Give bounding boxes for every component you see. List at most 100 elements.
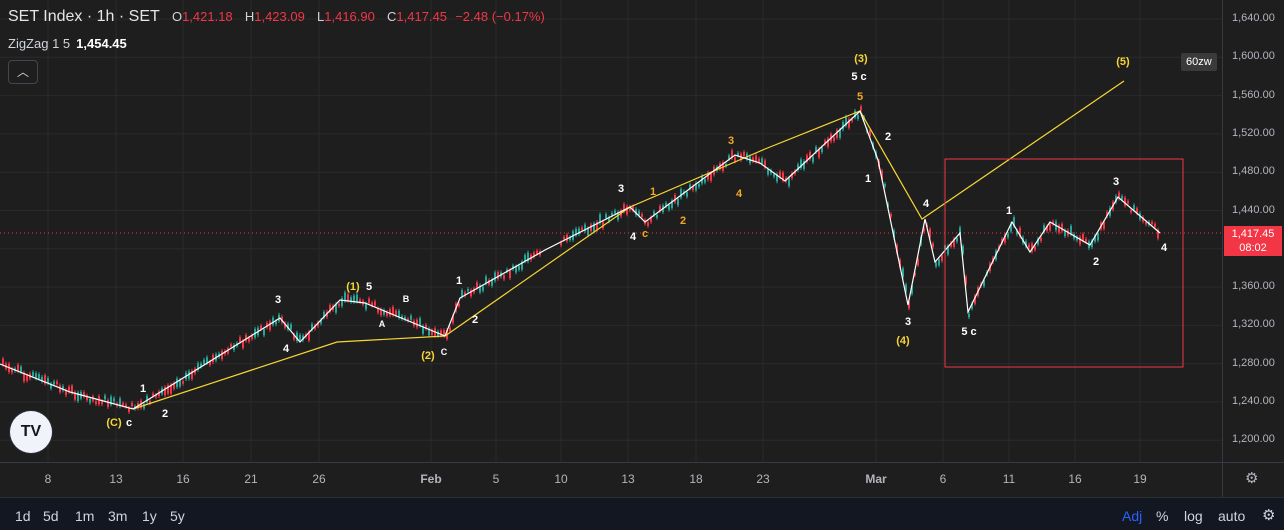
- candle: [857, 115, 859, 119]
- candle: [506, 269, 508, 272]
- adjust-toggle[interactable]: Adj: [1122, 508, 1143, 524]
- candle: [425, 324, 427, 329]
- candle: [677, 198, 679, 206]
- wave-label: 4: [736, 188, 743, 200]
- price-tick: 1,480.00: [1232, 165, 1275, 178]
- candle: [209, 361, 211, 365]
- range-1d-button[interactable]: 1d: [15, 508, 31, 524]
- settings-gear-icon[interactable]: ⚙: [1262, 507, 1276, 524]
- candle: [269, 321, 271, 330]
- log-toggle[interactable]: log: [1184, 508, 1203, 524]
- wave-label: 1: [1006, 205, 1012, 217]
- wave-label: (4): [896, 335, 910, 347]
- candle: [230, 344, 232, 347]
- candle: [953, 238, 955, 247]
- candle: [764, 160, 766, 168]
- candle: [680, 189, 682, 198]
- time-tick: Feb: [420, 472, 442, 486]
- range-1m-button[interactable]: 1m: [75, 508, 95, 524]
- candle: [632, 206, 634, 211]
- candle: [86, 395, 88, 401]
- candle: [401, 316, 403, 319]
- candle: [629, 206, 631, 211]
- candle: [809, 152, 811, 159]
- candle: [191, 370, 193, 379]
- indicator-legend[interactable]: ZigZag 1 5 1,454.45: [8, 36, 127, 51]
- candle: [923, 228, 925, 232]
- candle: [704, 179, 706, 183]
- candle: [776, 174, 778, 182]
- time-axis[interactable]: 8 13 16 21 26 Feb 5 10 13 18 23 Mar 6 11 16 19: [0, 462, 1222, 497]
- candle: [665, 203, 667, 207]
- candle: [884, 184, 886, 187]
- wave-label: 2: [162, 408, 168, 420]
- candle: [821, 147, 823, 153]
- candle: [119, 398, 121, 407]
- candle: [260, 325, 262, 330]
- candle: [1133, 205, 1135, 210]
- gear-icon[interactable]: ⚙: [1245, 470, 1259, 487]
- candle: [608, 217, 610, 222]
- candle: [62, 386, 64, 391]
- wave-label: 3: [275, 294, 281, 306]
- wave-label: c: [642, 228, 648, 240]
- candle: [77, 392, 79, 402]
- price-chart[interactable]: (C) c 1 2 3 4 (1) 5 A B (2) C 1 2 3 4 1 c 2 3 4 (3) 5 c 5 2 1 4 3 (4…: [0, 0, 1222, 462]
- chart-pane[interactable]: (C) c 1 2 3 4 (1) 5 A B (2) C 1 2 3 4 1 c 2 3 4 (3) 5 c 5 2 1 4 3 (4…: [0, 0, 1222, 462]
- auto-toggle[interactable]: auto: [1218, 508, 1246, 524]
- candle: [569, 237, 571, 240]
- candle: [788, 177, 790, 187]
- candle: [464, 292, 466, 296]
- wave-label: 1: [456, 275, 462, 287]
- candle: [668, 204, 670, 210]
- candle: [854, 110, 856, 118]
- candle: [419, 318, 421, 326]
- candle: [626, 206, 628, 215]
- wave-label: (2): [421, 350, 435, 362]
- time-tick: 13: [621, 472, 635, 486]
- collapse-legend-button[interactable]: ︿: [8, 60, 38, 84]
- candle: [1019, 227, 1021, 237]
- candle: [311, 323, 313, 330]
- candle: [755, 155, 757, 162]
- candle: [659, 206, 661, 211]
- candle: [347, 294, 349, 301]
- candle: [1031, 243, 1033, 252]
- symbol-title[interactable]: SET Index · 1h · SET: [8, 8, 160, 25]
- candle: [974, 295, 976, 304]
- candle: [611, 212, 613, 216]
- candle: [845, 116, 847, 126]
- candle: [1142, 217, 1144, 222]
- candle: [509, 270, 511, 279]
- tradingview-logo[interactable]: TV: [10, 411, 52, 453]
- candle: [653, 211, 655, 215]
- percent-toggle[interactable]: %: [1156, 508, 1169, 524]
- candle: [284, 323, 286, 328]
- candle: [443, 330, 445, 336]
- candle: [32, 372, 34, 377]
- candle: [83, 392, 85, 397]
- candle: [266, 322, 268, 328]
- time-tick: 16: [176, 472, 190, 486]
- candle: [365, 303, 367, 310]
- candle: [932, 243, 934, 247]
- candle: [158, 391, 160, 397]
- candle: [941, 255, 943, 261]
- range-5d-button[interactable]: 5d: [43, 508, 59, 524]
- open-label: O: [171, 9, 183, 24]
- candle: [1004, 234, 1006, 243]
- candle: [836, 130, 838, 138]
- time-tick: 26: [312, 472, 326, 486]
- candle: [287, 323, 289, 330]
- range-3m-button[interactable]: 3m: [108, 508, 128, 524]
- range-5y-button[interactable]: 5y: [170, 508, 185, 524]
- candle: [695, 182, 697, 191]
- countdown: 08:02: [1239, 242, 1267, 254]
- candle: [911, 285, 913, 294]
- price-tick: 1,520.00: [1232, 126, 1275, 139]
- candle: [1052, 221, 1054, 225]
- wave-label: 3: [1113, 176, 1119, 188]
- candle: [1106, 212, 1108, 217]
- range-1y-button[interactable]: 1y: [142, 508, 157, 524]
- candle: [65, 390, 67, 396]
